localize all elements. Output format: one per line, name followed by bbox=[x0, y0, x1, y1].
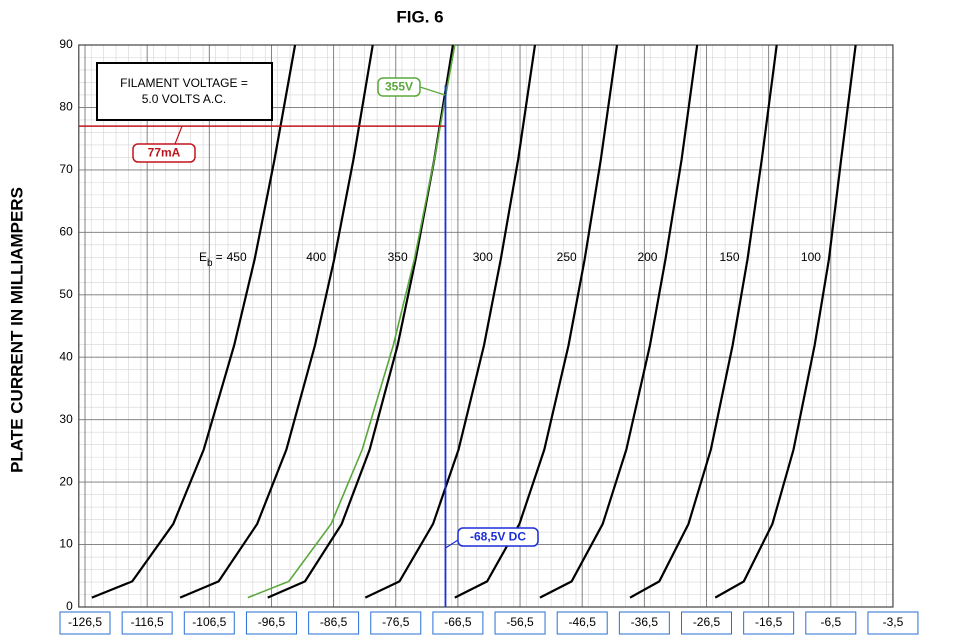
x-tick-box bbox=[556, 611, 608, 635]
x-tick-box bbox=[681, 611, 732, 635]
filament-text: 5.0 VOLTS A.C. bbox=[142, 92, 226, 106]
curve-label: 250 bbox=[557, 250, 577, 264]
y-axis-label: PLATE CURRENT IN MILLIAMPERS bbox=[7, 187, 26, 473]
x-tick-box bbox=[121, 611, 173, 635]
curve-label-value: 300 bbox=[473, 250, 493, 264]
y-tick-label: 50 bbox=[59, 287, 73, 301]
series-callout-label: 355V bbox=[385, 80, 413, 94]
x-tick-box bbox=[805, 611, 857, 635]
y-tick-label: 90 bbox=[59, 37, 73, 51]
x-tick-label: -96,5 bbox=[258, 615, 286, 629]
curve-label: 200 bbox=[637, 250, 657, 264]
x-tick-label: -16,5 bbox=[755, 615, 783, 629]
bias-callout-label: -68,5V DC bbox=[470, 530, 526, 544]
chart-title: FIG. 6 bbox=[396, 7, 443, 26]
y-tick-label: 40 bbox=[59, 349, 73, 363]
x-tick-box bbox=[618, 611, 670, 635]
curve-label-equals: = bbox=[216, 250, 223, 264]
curve bbox=[91, 44, 297, 599]
x-tick-label: -116,5 bbox=[131, 615, 164, 629]
x-tick-box bbox=[245, 611, 297, 635]
x-tick-label: -3,5 bbox=[883, 615, 904, 629]
curve-label: 150 bbox=[719, 250, 739, 264]
y-tick-label: 20 bbox=[59, 474, 73, 488]
curve bbox=[267, 44, 455, 599]
x-tick-label: -126,5 bbox=[68, 615, 102, 629]
y-tick-label: 10 bbox=[59, 537, 73, 551]
curve bbox=[364, 44, 537, 599]
x-tick-label: -76,5 bbox=[382, 615, 410, 629]
curve-label: Eb = 450 bbox=[199, 250, 247, 268]
x-tick-box bbox=[308, 611, 360, 635]
filament-text: FILAMENT VOLTAGE = bbox=[120, 76, 248, 90]
plot-frame bbox=[78, 44, 894, 608]
curve-label-value: 450 bbox=[227, 250, 247, 264]
curve bbox=[629, 44, 778, 599]
current-callout-leader bbox=[174, 125, 183, 145]
curve-label: 100 bbox=[801, 250, 821, 264]
y-tick-label: 30 bbox=[59, 412, 73, 426]
curve bbox=[539, 44, 699, 599]
bias-callout-leader bbox=[445, 539, 459, 549]
curve-label: 300 bbox=[473, 250, 493, 264]
curve-label: 400 bbox=[306, 250, 326, 264]
x-tick-box bbox=[183, 611, 235, 635]
current-callout-label: 77mA bbox=[148, 146, 181, 160]
bias-callout-box bbox=[457, 527, 539, 547]
x-tick-box bbox=[432, 611, 484, 635]
curve-label: 350 bbox=[388, 250, 408, 264]
x-tick-label: -36,5 bbox=[631, 615, 659, 629]
curve bbox=[179, 44, 374, 599]
filament-box bbox=[96, 62, 273, 121]
y-tick-label: 70 bbox=[59, 162, 73, 176]
curve-label-value: 350 bbox=[388, 250, 408, 264]
x-tick-box bbox=[867, 611, 919, 635]
x-tick-label: -106,5 bbox=[192, 615, 226, 629]
x-tick-label: -86,5 bbox=[320, 615, 348, 629]
current-callout-box bbox=[132, 143, 196, 163]
x-tick-label: -26,5 bbox=[693, 615, 721, 629]
curve-label-value: 250 bbox=[557, 250, 577, 264]
x-tick-box bbox=[743, 611, 795, 635]
series-callout-box bbox=[377, 77, 421, 97]
curve-label-value: 100 bbox=[801, 250, 821, 264]
x-tick-label: -6,5 bbox=[820, 615, 841, 629]
curve bbox=[714, 44, 857, 599]
curve-label-subscript: b bbox=[207, 258, 213, 269]
curve bbox=[454, 44, 619, 599]
y-tick-label: 60 bbox=[59, 225, 73, 239]
x-tick-box bbox=[59, 611, 111, 635]
x-tick-box bbox=[494, 611, 546, 635]
x-tick-label: -56,5 bbox=[506, 615, 534, 629]
x-tick-label: -46,5 bbox=[569, 615, 597, 629]
x-tick-box bbox=[370, 611, 422, 635]
curve bbox=[247, 44, 456, 599]
x-tick-label: -66,5 bbox=[444, 615, 472, 629]
curve-label-value: 150 bbox=[719, 250, 739, 264]
series-callout-leader bbox=[419, 86, 446, 96]
y-tick-label: 0 bbox=[66, 599, 73, 613]
curve-label-value: 400 bbox=[306, 250, 326, 264]
curve-label-value: 200 bbox=[637, 250, 657, 264]
y-tick-label: 80 bbox=[59, 100, 73, 114]
curve-label-prefix: E bbox=[199, 250, 207, 264]
